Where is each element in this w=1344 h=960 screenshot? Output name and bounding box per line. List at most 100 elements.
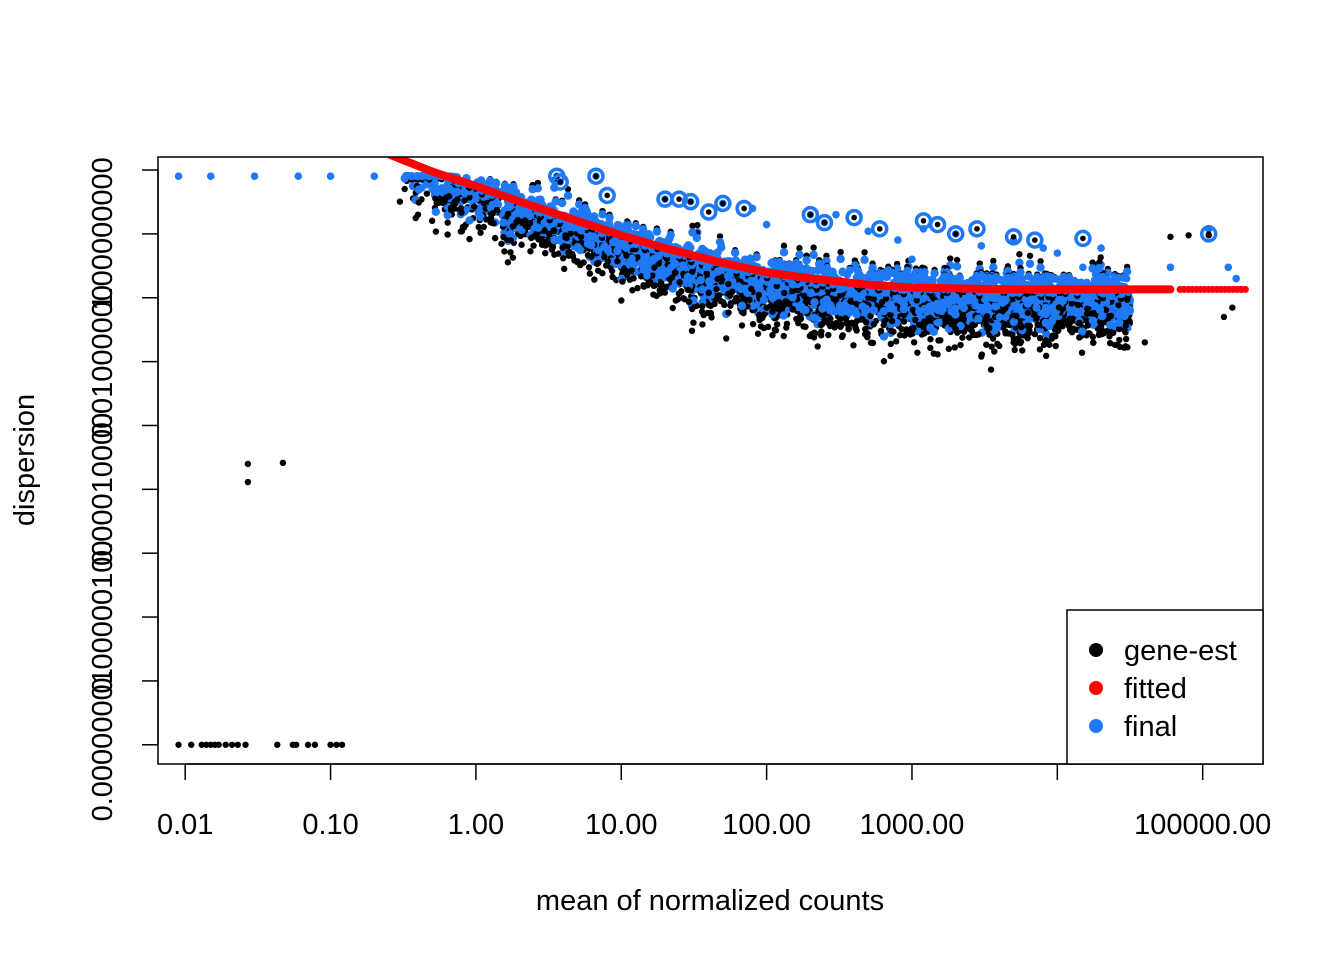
gene-est-point [444, 231, 451, 238]
gene-est-point [839, 332, 846, 339]
gene-est-point [444, 219, 451, 226]
gene-est-point [477, 229, 484, 236]
gene-est-point [507, 237, 515, 244]
final-point [414, 185, 424, 194]
gene-est-point [1107, 312, 1115, 320]
gene-est-point [887, 352, 894, 360]
final-point [779, 248, 789, 257]
final-point [696, 275, 705, 285]
gene-est-point [535, 236, 542, 243]
gene-est-point [909, 306, 916, 313]
gene-est-point [773, 321, 781, 328]
final-point [460, 188, 469, 198]
gene-est-point [1058, 320, 1065, 327]
final-point [679, 261, 688, 270]
final-point [550, 235, 559, 245]
gene-est-point [564, 242, 571, 250]
gene-est-point [619, 278, 626, 285]
final-point [1121, 308, 1130, 318]
gene-est-point [1016, 251, 1023, 258]
gene-est-point [951, 344, 958, 351]
gene-est-point [825, 331, 832, 339]
gene-est-point [1083, 310, 1091, 317]
gene-est-point [780, 242, 788, 249]
gene-est-point [1031, 330, 1039, 338]
gene-est-point [1122, 335, 1130, 343]
gene-est-point [861, 249, 868, 256]
final-point [785, 260, 794, 270]
gene-est-point [1037, 258, 1044, 265]
final-point [799, 305, 808, 314]
gene-est-point [466, 194, 473, 201]
gene-est-point [754, 330, 762, 337]
gene-est-point [837, 292, 844, 299]
gene-est-point [957, 341, 964, 349]
final-point [795, 250, 804, 259]
gene-est-point [893, 338, 900, 345]
final-point [600, 242, 609, 251]
gene-est-point [850, 342, 857, 349]
gene-est-point [898, 325, 905, 333]
final-point [698, 285, 707, 294]
gene-est-point [862, 325, 869, 333]
gene-est-point [608, 267, 616, 275]
gene-est-point [1019, 347, 1026, 354]
gene-est-point [471, 203, 478, 210]
gene-est-point [888, 327, 895, 335]
gene-est-point [644, 282, 651, 289]
final-point [933, 299, 942, 308]
gene-est-point [814, 343, 821, 350]
final-point [847, 304, 857, 314]
gene-est-point [947, 255, 954, 262]
gene-est-point [749, 320, 757, 328]
gene-est-point [969, 321, 976, 328]
gene-est-point [994, 340, 1001, 348]
gene-est-point [699, 303, 706, 310]
gene-est-point [914, 349, 921, 356]
final-point [934, 306, 943, 315]
gene-est-point [867, 312, 874, 320]
final-point [868, 263, 877, 273]
gene-est-point [618, 297, 625, 304]
final-point [608, 257, 617, 266]
gene-est-point [518, 241, 525, 248]
gene-est-point [912, 316, 919, 324]
gene-est-point [775, 298, 783, 306]
gene-est-point [619, 268, 627, 275]
gene-est-point [1002, 328, 1009, 335]
final-point [759, 295, 769, 304]
gene-est-point [559, 244, 566, 251]
final-point [836, 254, 845, 264]
gene-est-point [1017, 338, 1025, 345]
final-point [1113, 273, 1123, 283]
gene-est-point [634, 284, 641, 292]
gene-est-point [504, 210, 512, 218]
gene-est-point [713, 286, 720, 293]
gene-est-point [591, 276, 598, 283]
gene-est-point [901, 332, 908, 339]
final-point [1122, 267, 1132, 276]
gene-est-point [546, 230, 553, 238]
final-point [748, 301, 758, 310]
gene-est-point [433, 199, 440, 207]
gene-est-point [661, 289, 669, 296]
gene-est-point [694, 221, 701, 229]
final-point [776, 261, 786, 271]
gene-est-point [1068, 300, 1075, 307]
final-point [815, 259, 824, 269]
final-point [627, 254, 636, 263]
gene-est-point [685, 298, 693, 306]
final-point [746, 276, 756, 285]
final-point [741, 284, 750, 293]
gene-est-point [870, 321, 878, 328]
gene-est-point [953, 256, 961, 264]
gene-est-point [991, 348, 998, 355]
gene-est-point [877, 327, 885, 335]
final-point [650, 254, 659, 263]
final-point [809, 250, 818, 260]
final-point [871, 270, 880, 279]
gene-est-point [910, 339, 918, 346]
final-point [613, 220, 622, 230]
gene-est-point [1102, 306, 1110, 314]
